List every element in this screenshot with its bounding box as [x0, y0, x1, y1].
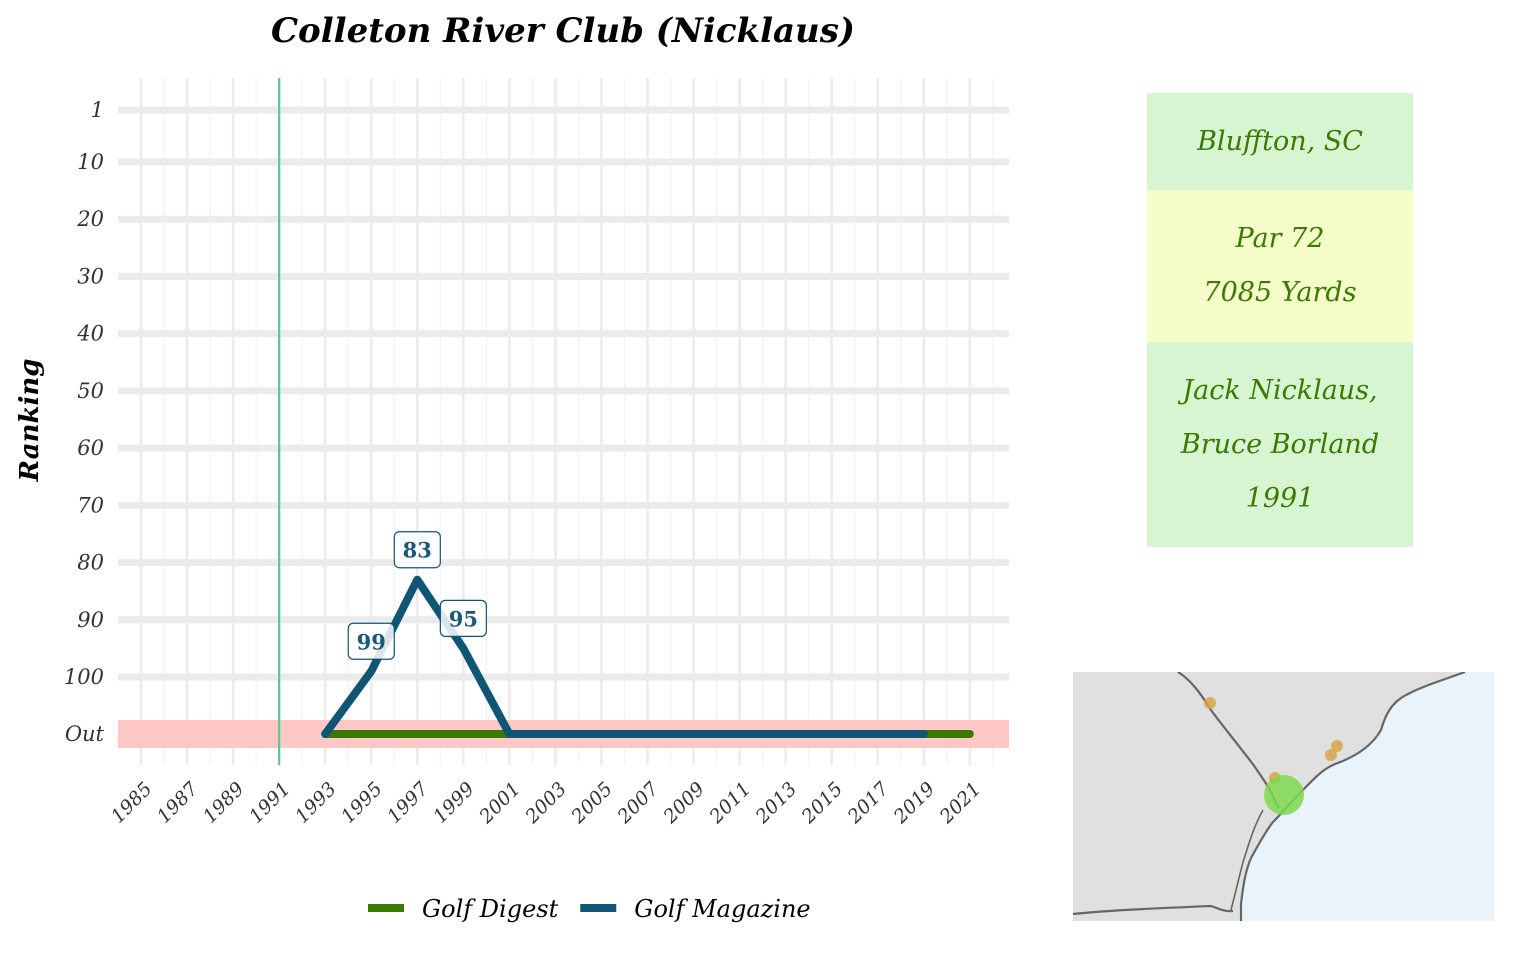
x-tick-label: 1997	[383, 777, 433, 827]
state-border-south	[1073, 904, 1234, 916]
data-label: 95	[439, 599, 487, 637]
x-tick-label: 2017	[843, 777, 894, 828]
y-tick-label: Out	[65, 722, 105, 746]
course-info-panel: Bluffton, SC Par 72 7085 Yards Jack Nick…	[1147, 93, 1413, 547]
y-tick-label: 30	[77, 264, 104, 288]
x-tick-label: 1991	[245, 778, 295, 828]
x-tick-label: 1987	[153, 777, 203, 827]
x-tick-label: 2011	[705, 778, 755, 828]
data-label-box	[439, 599, 487, 637]
data-label: 83	[393, 531, 441, 569]
legend-label: Golf Magazine	[634, 895, 810, 923]
x-tick-label: 1985	[107, 778, 157, 828]
location-map	[1073, 672, 1494, 921]
y-tick-label: 10	[77, 150, 104, 174]
x-tick-label: 2003	[521, 778, 571, 828]
data-label-text: 95	[449, 606, 478, 631]
legend: Golf Digest Golf Magazine	[368, 895, 811, 923]
x-tick-label: 2021	[935, 778, 985, 828]
data-label-text: 99	[357, 629, 386, 654]
data-label: 99	[347, 622, 395, 660]
x-tick-label: 2005	[567, 778, 617, 828]
x-tick-label: 1993	[291, 778, 341, 828]
x-tick-label: 2001	[474, 778, 524, 828]
x-tick-label: 2007	[613, 777, 664, 828]
data-labels: 99 83 95	[347, 531, 487, 660]
y-tick-label: 1	[91, 98, 104, 122]
location-box: Bluffton, SC	[1147, 93, 1413, 190]
y-tick-label: 50	[77, 379, 104, 403]
data-label-text: 83	[403, 538, 432, 563]
county-line	[1230, 809, 1264, 911]
yardage-text: 7085 Yards	[1203, 277, 1357, 308]
legend-label: Golf Digest	[422, 895, 559, 923]
ranking-chart: Colleton River Club (Nicklaus) 1 10 20 30 40…	[15, 11, 1009, 923]
other-course-marker	[1204, 697, 1216, 709]
coastline	[1239, 672, 1466, 921]
par-text: Par 72	[1235, 223, 1325, 254]
x-tick-label: 2009	[659, 778, 709, 828]
opened-year: 1991	[1245, 482, 1315, 514]
x-tick-label: 1995	[337, 778, 387, 828]
other-course-marker	[1331, 740, 1343, 752]
x-tick-label: 1999	[429, 778, 479, 828]
y-axis-ticks: 1 10 20 30 40 50 60 70 80 90 100 Out	[64, 98, 105, 746]
y-tick-label: 90	[77, 608, 104, 632]
y-tick-label: 100	[64, 665, 104, 689]
course-stats-box: Par 72 7085 Yards	[1147, 190, 1413, 342]
other-course-marker	[1325, 749, 1337, 761]
map-ocean	[1241, 672, 1494, 921]
y-tick-label: 60	[77, 436, 104, 460]
x-tick-label: 2019	[889, 778, 939, 828]
data-label-box	[347, 622, 395, 660]
y-tick-label: 20	[76, 207, 104, 231]
y-tick-label: 70	[77, 493, 104, 517]
location-text: Bluffton, SC	[1197, 125, 1363, 157]
architect-line-1: Jack Nicklaus,	[1182, 374, 1378, 406]
course-location-marker	[1264, 775, 1304, 815]
y-tick-label: 40	[76, 322, 104, 346]
y-tick-label: 80	[77, 551, 104, 575]
data-label-box	[393, 531, 441, 569]
x-axis-ticks: 1985198719891991199319951997199920012003…	[107, 777, 986, 828]
architect-box: Jack Nicklaus, Bruce Borland 1991	[1147, 342, 1413, 547]
y-axis-label: Ranking	[15, 359, 45, 483]
chart-title: Colleton River Club (Nicklaus)	[271, 11, 855, 51]
x-tick-label: 2015	[797, 778, 847, 828]
grid	[118, 78, 1009, 765]
x-tick-label: 2013	[751, 778, 801, 828]
architect-line-2: Bruce Borland	[1180, 428, 1380, 460]
x-tick-label: 1989	[199, 778, 249, 828]
